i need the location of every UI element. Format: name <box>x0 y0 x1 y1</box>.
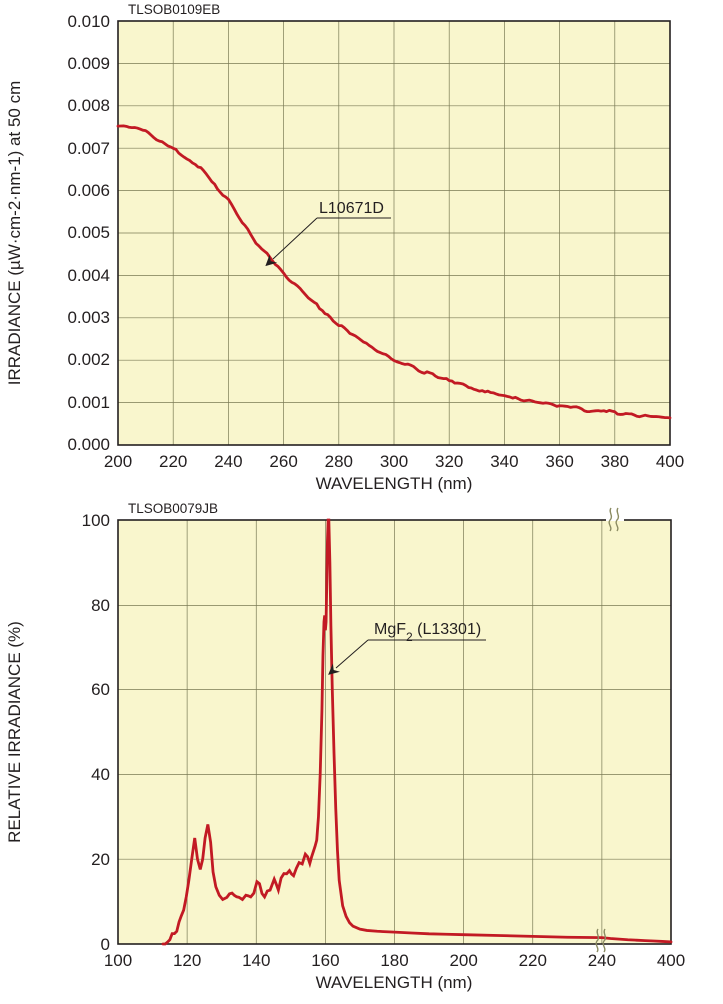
svg-text:RELATIVE IRRADIANCE (%): RELATIVE IRRADIANCE (%) <box>5 621 24 843</box>
svg-text:260: 260 <box>269 452 297 471</box>
svg-text:0.006: 0.006 <box>67 181 110 200</box>
svg-text:400: 400 <box>657 951 685 970</box>
svg-text:0.009: 0.009 <box>67 54 110 73</box>
svg-text:220: 220 <box>159 452 187 471</box>
svg-text:360: 360 <box>545 452 573 471</box>
svg-text:0.008: 0.008 <box>67 96 110 115</box>
svg-text:0.002: 0.002 <box>67 350 110 369</box>
svg-text:120: 120 <box>173 951 201 970</box>
svg-text:300: 300 <box>380 452 408 471</box>
svg-text:320: 320 <box>435 452 463 471</box>
svg-text:WAVELENGTH (nm): WAVELENGTH (nm) <box>316 973 473 992</box>
svg-text:0.004: 0.004 <box>67 266 110 285</box>
svg-text:180: 180 <box>380 951 408 970</box>
svg-text:200: 200 <box>449 951 477 970</box>
svg-text:340: 340 <box>490 452 518 471</box>
svg-text:TLSOB0079JB: TLSOB0079JB <box>128 501 218 516</box>
svg-text:220: 220 <box>519 951 547 970</box>
svg-text:60: 60 <box>91 680 110 699</box>
svg-text:40: 40 <box>91 765 110 784</box>
svg-text:140: 140 <box>242 951 270 970</box>
svg-text:20: 20 <box>91 850 110 869</box>
svg-text:L10671D: L10671D <box>319 200 384 217</box>
svg-text:WAVELENGTH (nm): WAVELENGTH (nm) <box>316 474 473 493</box>
svg-text:0.007: 0.007 <box>67 139 110 158</box>
svg-text:240: 240 <box>214 452 242 471</box>
svg-text:280: 280 <box>325 452 353 471</box>
svg-text:100: 100 <box>82 511 110 530</box>
svg-text:240: 240 <box>588 951 616 970</box>
svg-text:0.005: 0.005 <box>67 223 110 242</box>
svg-text:160: 160 <box>311 951 339 970</box>
svg-text:200: 200 <box>104 452 132 471</box>
svg-text:0.003: 0.003 <box>67 308 110 327</box>
svg-text:0.001: 0.001 <box>67 393 110 412</box>
svg-text:80: 80 <box>91 596 110 615</box>
svg-text:TLSOB0109EB: TLSOB0109EB <box>128 2 220 17</box>
svg-text:IRRADIANCE (µW·cm-2·nm-1) at 5: IRRADIANCE (µW·cm-2·nm-1) at 50 cm <box>5 81 24 385</box>
svg-text:400: 400 <box>656 452 684 471</box>
svg-text:380: 380 <box>601 452 629 471</box>
svg-text:100: 100 <box>104 951 132 970</box>
svg-text:0.010: 0.010 <box>67 12 110 31</box>
